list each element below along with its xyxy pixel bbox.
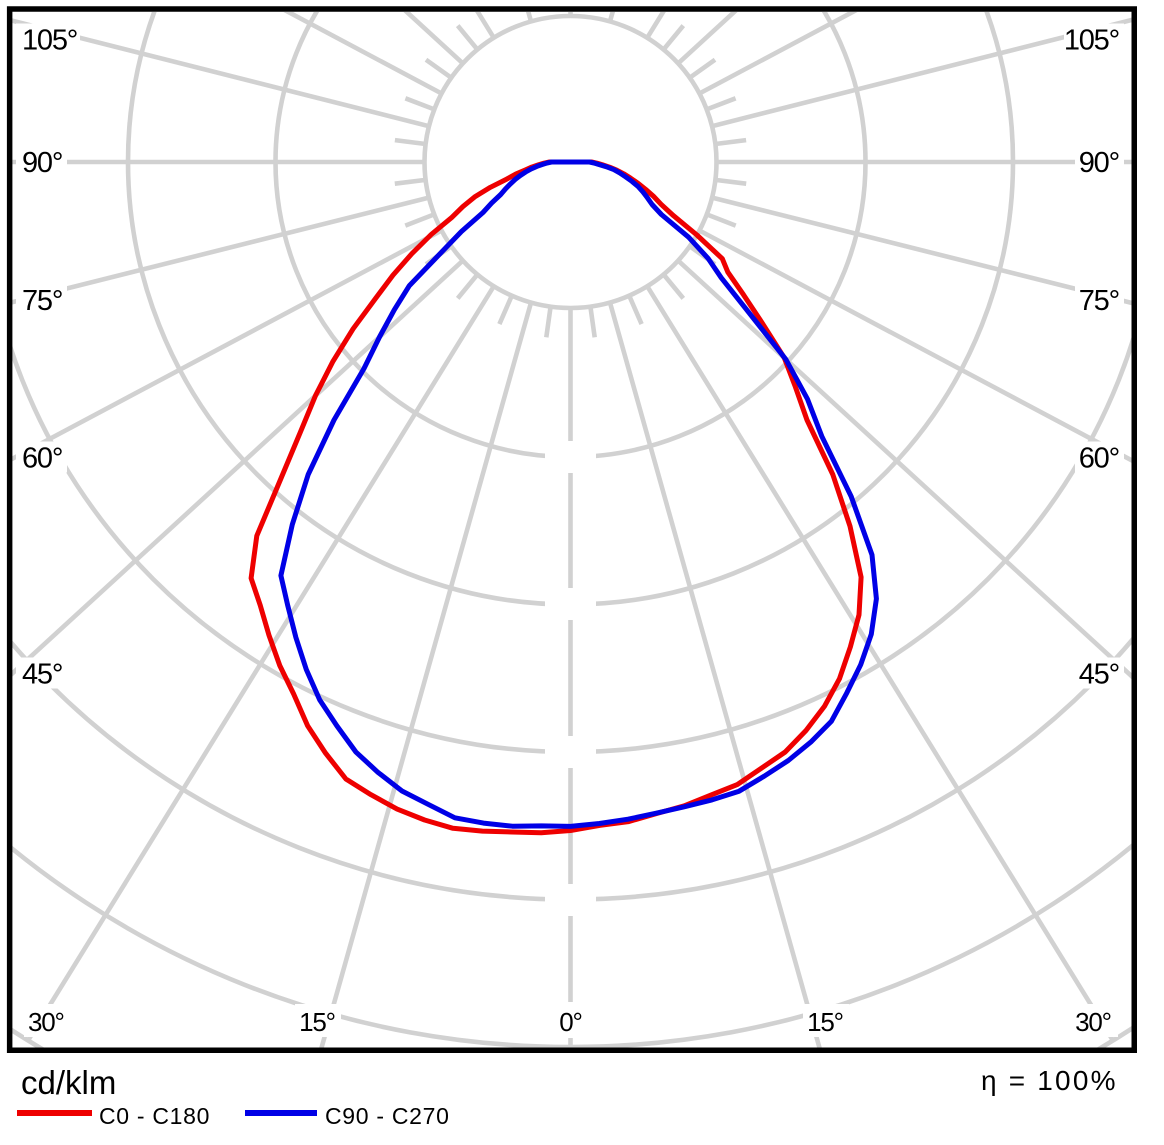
svg-text:0°: 0°	[559, 1007, 581, 1037]
svg-text:45°: 45°	[1079, 659, 1119, 691]
svg-text:15°: 15°	[299, 1007, 335, 1037]
svg-text:60°: 60°	[1079, 443, 1119, 475]
svg-text:η = 100%: η = 100%	[981, 1065, 1118, 1096]
svg-text:30°: 30°	[28, 1007, 64, 1037]
svg-text:90°: 90°	[22, 147, 62, 179]
svg-text:75°: 75°	[22, 285, 62, 317]
svg-text:C0 - C180: C0 - C180	[99, 1103, 210, 1129]
svg-text:15°: 15°	[807, 1007, 843, 1037]
svg-text:105°: 105°	[22, 25, 77, 57]
svg-text:C90 - C270: C90 - C270	[325, 1103, 450, 1129]
svg-text:90°: 90°	[1079, 147, 1119, 179]
svg-text:30°: 30°	[1075, 1007, 1111, 1037]
svg-text:cd/klm: cd/klm	[21, 1064, 116, 1101]
svg-text:45°: 45°	[22, 659, 62, 691]
svg-text:60°: 60°	[22, 443, 62, 475]
svg-text:75°: 75°	[1079, 285, 1119, 317]
svg-text:105°: 105°	[1064, 25, 1119, 57]
